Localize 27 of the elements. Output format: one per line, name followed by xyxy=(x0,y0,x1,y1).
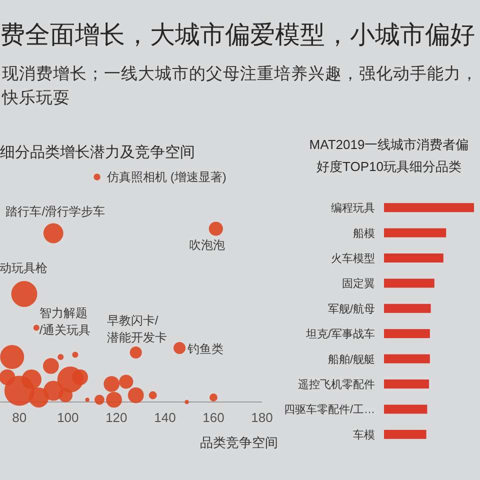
x-tick: 140 xyxy=(154,410,176,425)
category: 四驱车零配件/工… xyxy=(284,404,375,416)
x-tick: 180 xyxy=(251,410,273,425)
annotation: 智力解题 /通关玩具 xyxy=(39,306,91,337)
x-tick: 80 xyxy=(12,410,27,425)
title: MAT2019一线城市消费者偏好度TOP10玩具细分品类 xyxy=(309,137,469,174)
annotation: 吹泡泡 xyxy=(188,238,225,252)
category: 船模 xyxy=(353,228,375,240)
x-tick: 100 xyxy=(57,410,79,425)
category: 编程玩具 xyxy=(331,202,375,215)
category: 军舰/航母 xyxy=(328,303,375,316)
annotation: 早教闪卡/ 潜能开发卡 xyxy=(106,314,167,344)
category: 坦克/军事战车 xyxy=(306,328,375,341)
title: 细分品类增长潜力及竞争空间 xyxy=(0,144,195,161)
category: 车模 xyxy=(353,429,375,442)
annotation: 踏行车/滑行学步车 xyxy=(6,204,106,218)
title: 费全面增长，大城市偏爱模型，小城市偏好 xyxy=(0,21,475,49)
category: 船舶/舰艇 xyxy=(328,354,375,366)
x-label: 品类竞争空间 xyxy=(200,435,278,450)
subtitle: 现消费增长；一线大城市的父母注重培养兴趣，强化动手能力，快乐玩耍 xyxy=(2,65,478,107)
x-tick: 160 xyxy=(202,410,224,425)
x-tick: 120 xyxy=(106,410,128,425)
category: 遥控飞机零配件 xyxy=(298,379,375,391)
category: 火车模型 xyxy=(331,253,375,265)
annotation: 仿真照相机 (增速显著) xyxy=(107,170,226,184)
category: 固定翼 xyxy=(342,278,375,290)
annotation: 钓鱼类 xyxy=(188,342,224,356)
